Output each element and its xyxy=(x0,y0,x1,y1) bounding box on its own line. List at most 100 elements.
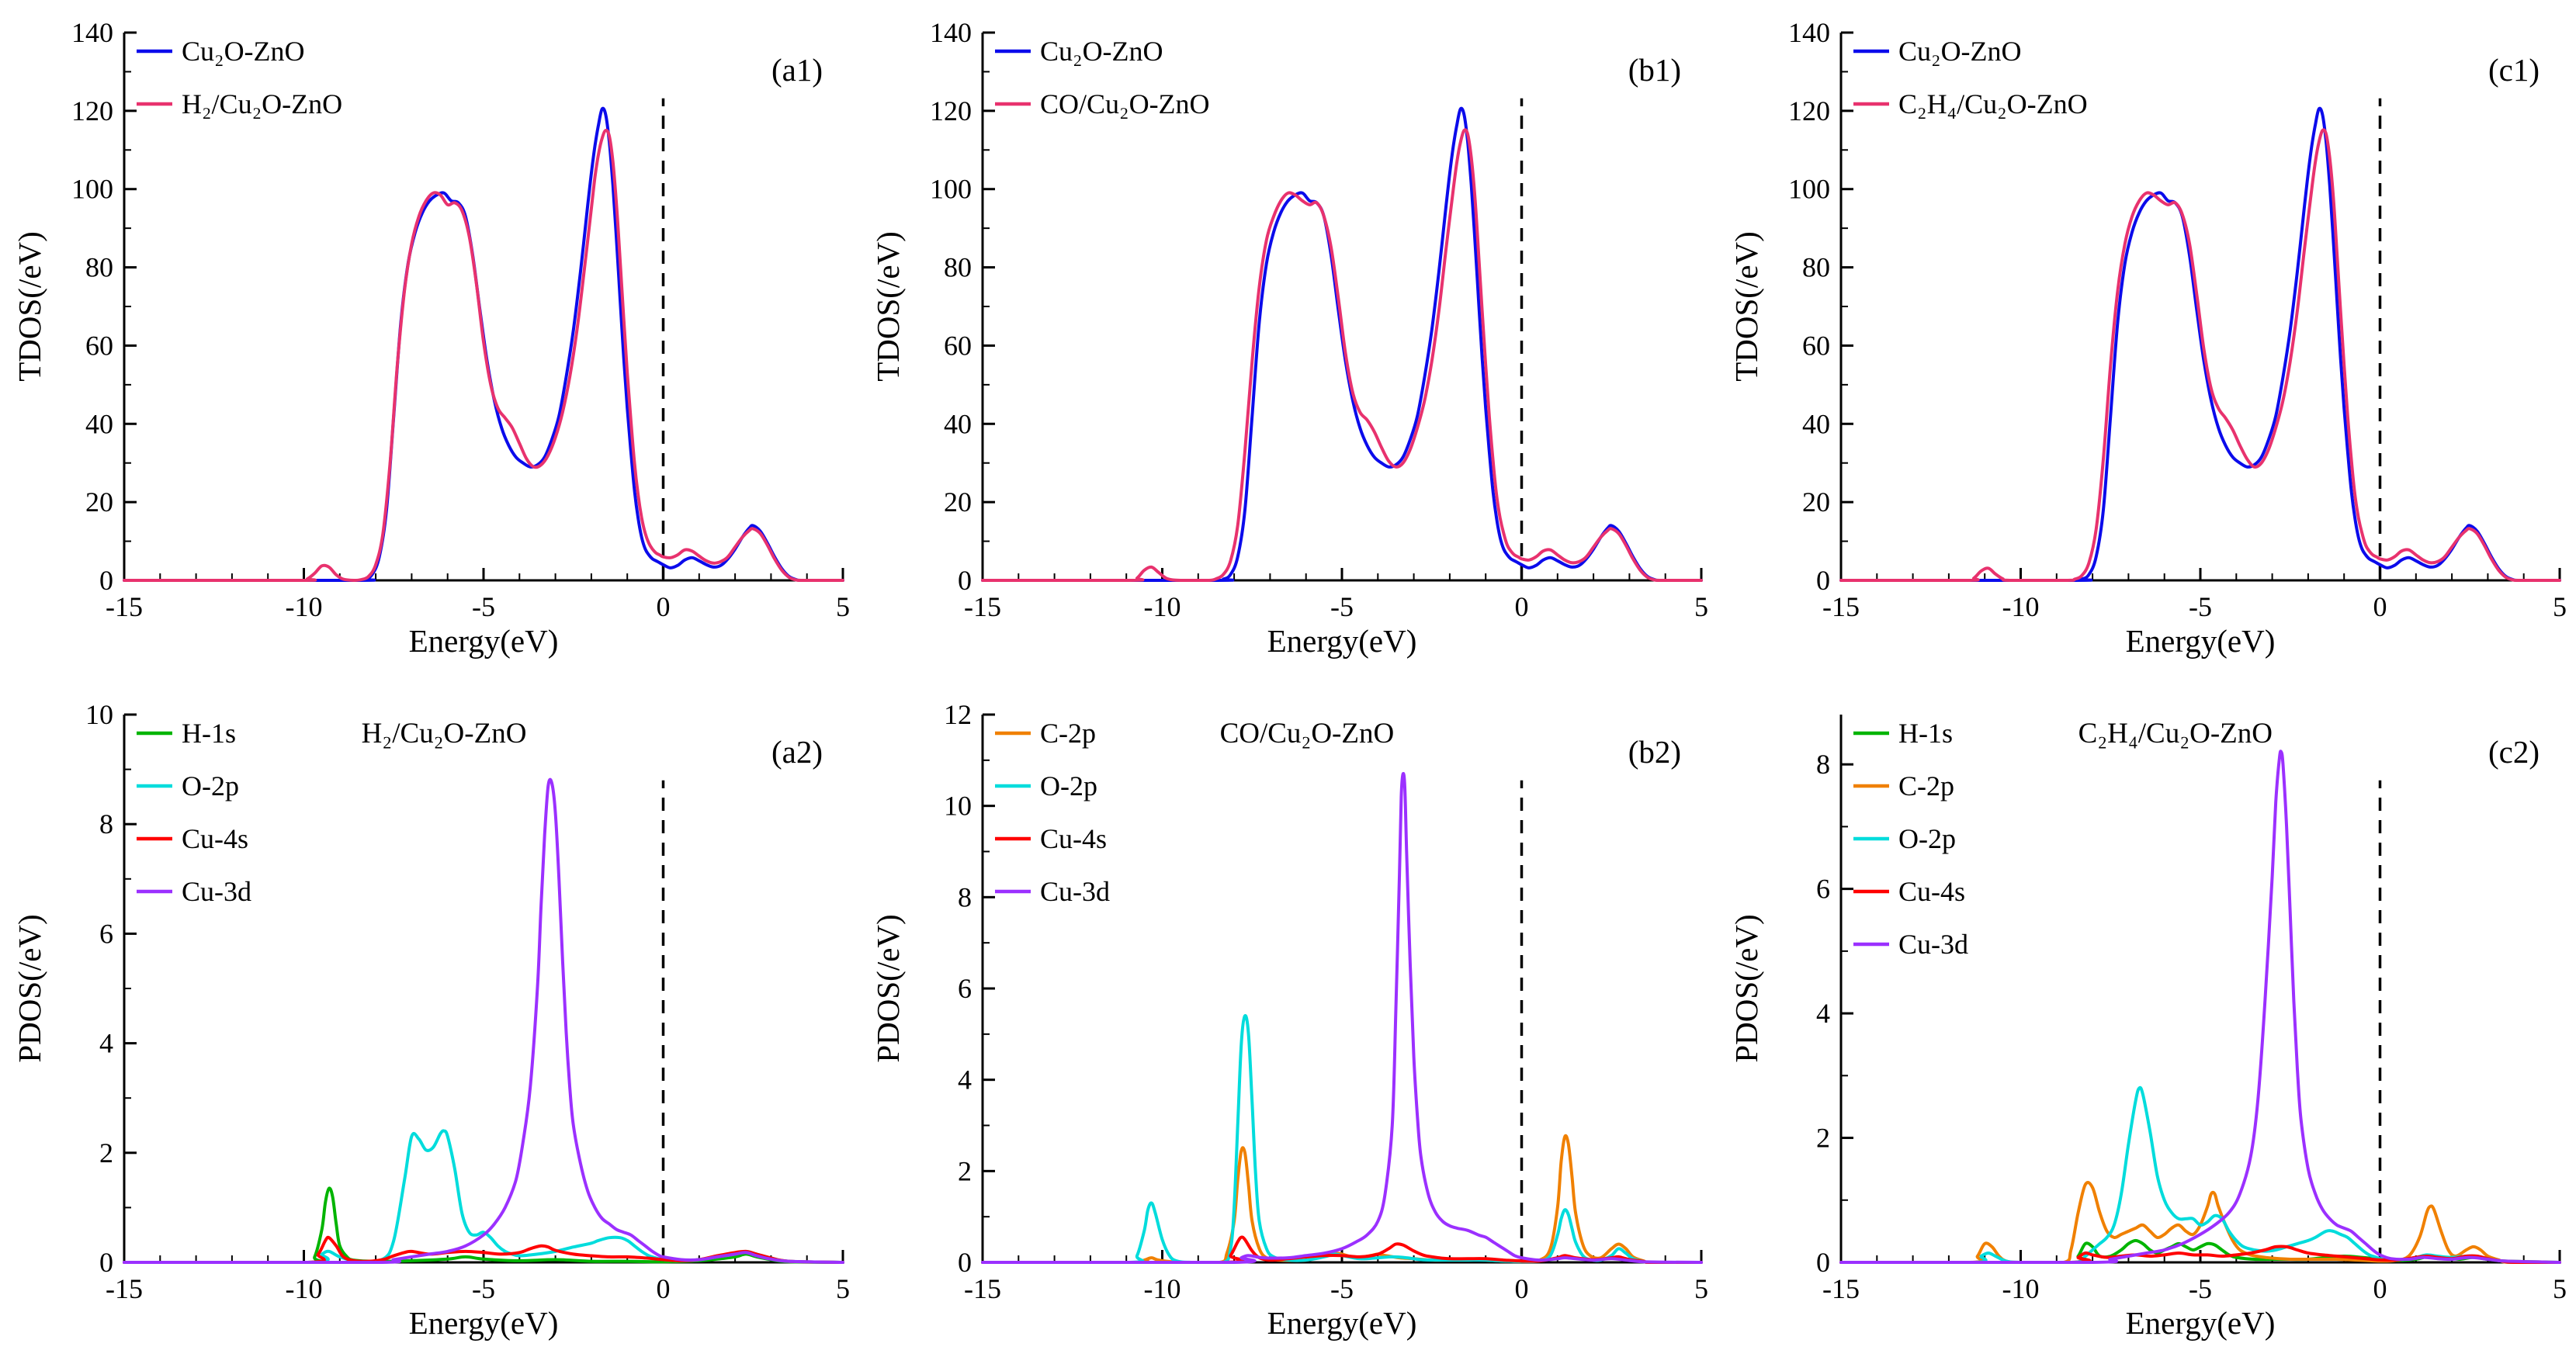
panel-c1: -15 -10 -5 0 5 0 20 40 60 80 100 120 140 Energy(eV) TD… xyxy=(1717,0,2575,682)
legend-label: O-2p xyxy=(1040,770,1097,801)
y-tick-label: 0 xyxy=(99,1247,113,1278)
y-tick-label: 100 xyxy=(71,174,113,205)
x-tick-label: -10 xyxy=(1144,1273,1181,1304)
legend-label: C₂H₄/Cu₂O-ZnO xyxy=(1898,88,2088,119)
y-tick-label: 4 xyxy=(99,1028,113,1059)
y-tick-label: 100 xyxy=(930,174,972,205)
x-axis-label: Energy(eV) xyxy=(2126,1305,2276,1341)
y-tick-label: 80 xyxy=(944,252,972,283)
x-tick-label: -15 xyxy=(1822,591,1860,622)
y-tick-label: 2 xyxy=(99,1137,113,1168)
panel-b1: -15 -10 -5 0 5 0 20 40 60 80 100 120 140 Energy(eV) TD… xyxy=(858,0,1717,682)
legend-label: Cu₂O-ZnO xyxy=(1040,36,1163,67)
x-tick-label: 5 xyxy=(2553,1273,2567,1304)
y-tick-label: 2 xyxy=(1816,1123,1830,1154)
x-tick-label: -10 xyxy=(286,1273,323,1304)
x-tick-label: 5 xyxy=(836,1273,850,1304)
legend-label: Cu₂O-ZnO xyxy=(182,36,305,67)
x-tick-label: -10 xyxy=(2002,1273,2040,1304)
y-axis-label: PDOS(/eV) xyxy=(870,914,906,1062)
chart-b1: -15 -10 -5 0 5 0 20 40 60 80 100 120 140 Energy(eV) TD… xyxy=(870,17,1708,659)
x-tick-label: 0 xyxy=(657,1273,671,1304)
chart-a2: -15 -10 -5 0 5 0 2 4 6 8 10 Energy(eV) PDOS(/eV) H-1s… xyxy=(12,699,850,1341)
y-tick-label: 140 xyxy=(71,17,113,48)
y-tick-label: 8 xyxy=(99,808,113,840)
panel-label: (a1) xyxy=(771,52,823,88)
legend-label: Cu-4s xyxy=(1040,823,1107,854)
chart-c1: -15 -10 -5 0 5 0 20 40 60 80 100 120 140 Energy(eV) TD… xyxy=(1728,17,2567,659)
x-axis-label: Energy(eV) xyxy=(2126,623,2276,659)
series-line-c-2p xyxy=(1839,1181,2561,1265)
legend-label: H-1s xyxy=(1898,718,1953,749)
y-axis-label: TDOS(/eV) xyxy=(1728,231,1764,382)
y-tick-label: 40 xyxy=(944,408,972,439)
panel-a1: -15 -10 -5 0 5 0 20 40 60 80 100 120 140 Energy(eV) TD… xyxy=(0,0,858,682)
x-tick-label: -10 xyxy=(2002,591,2040,622)
y-tick-label: 6 xyxy=(958,973,972,1004)
y-tick-label: 40 xyxy=(85,408,113,439)
y-tick-label: 120 xyxy=(71,95,113,126)
y-tick-label: 12 xyxy=(944,699,972,730)
x-tick-label: 5 xyxy=(2553,591,2567,622)
y-tick-label: 60 xyxy=(1802,330,1830,361)
y-tick-label: 10 xyxy=(944,791,972,822)
y-tick-label: 120 xyxy=(930,95,972,126)
y-tick-label: 80 xyxy=(85,252,113,283)
y-tick-label: 2 xyxy=(958,1155,972,1186)
y-tick-label: 8 xyxy=(958,881,972,912)
series-line-c-2p xyxy=(981,1134,1703,1264)
y-tick-label: 20 xyxy=(85,486,113,518)
y-tick-label: 6 xyxy=(99,918,113,949)
series-line-cu-o-zno xyxy=(123,106,844,583)
legend-label: CO/Cu₂O-ZnO xyxy=(1040,88,1210,119)
legend-label: C-2p xyxy=(1898,770,1954,801)
x-tick-label: -5 xyxy=(472,591,495,622)
y-tick-label: 0 xyxy=(99,565,113,596)
x-tick-label: 0 xyxy=(2373,1273,2387,1304)
panel-title: C₂H₄/Cu₂O-ZnO xyxy=(2078,718,2273,750)
panel-label: (a2) xyxy=(771,734,823,770)
y-tick-label: 0 xyxy=(1816,565,1830,596)
x-tick-label: 5 xyxy=(1694,1273,1708,1304)
y-tick-label: 0 xyxy=(958,565,972,596)
x-axis-label: Energy(eV) xyxy=(409,1305,559,1341)
x-tick-label: -15 xyxy=(964,1273,1001,1304)
x-tick-label: -15 xyxy=(964,591,1001,622)
legend-label: O-2p xyxy=(182,770,239,801)
x-axis-label: Energy(eV) xyxy=(1267,623,1417,659)
panel-title: CO/Cu₂O-ZnO xyxy=(1220,718,1395,750)
panel-a2: -15 -10 -5 0 5 0 2 4 6 8 10 Energy(eV) PDOS(/eV) H-1s… xyxy=(0,682,858,1364)
series-line-cu-o-zno xyxy=(981,106,1703,583)
series-line-cu-3d xyxy=(123,777,844,1264)
y-tick-label: 20 xyxy=(1802,486,1830,518)
x-tick-label: -5 xyxy=(1330,1273,1354,1304)
x-tick-label: -15 xyxy=(106,591,143,622)
y-tick-label: 0 xyxy=(958,1247,972,1278)
chart-a1: -15 -10 -5 0 5 0 20 40 60 80 100 120 140 Energy(eV) TD… xyxy=(12,17,850,659)
panel-label: (b2) xyxy=(1628,734,1681,770)
y-tick-label: 20 xyxy=(944,486,972,518)
y-tick-label: 40 xyxy=(1802,408,1830,439)
legend-label: Cu-3d xyxy=(1040,876,1110,907)
x-tick-label: -15 xyxy=(1822,1273,1860,1304)
chart-b2: -15 -10 -5 0 5 0 2 4 6 8 10 12 Energy(eV) PDOS(/eV) C-… xyxy=(870,699,1708,1341)
series-line-cu-3d xyxy=(1839,750,2561,1264)
x-tick-label: -5 xyxy=(1330,591,1354,622)
y-axis-label: PDOS(/eV) xyxy=(12,914,47,1062)
x-tick-label: -10 xyxy=(1144,591,1181,622)
y-axis-label: TDOS(/eV) xyxy=(870,231,906,382)
legend-label: Cu-3d xyxy=(1898,929,1968,960)
x-tick-label: -5 xyxy=(472,1273,495,1304)
series-line-cu-3d xyxy=(981,772,1703,1264)
y-tick-label: 120 xyxy=(1788,95,1830,126)
x-tick-label: -10 xyxy=(286,591,323,622)
series-line-o-2p xyxy=(123,1129,844,1264)
x-tick-label: 0 xyxy=(2373,591,2387,622)
legend-label: C-2p xyxy=(1040,718,1096,749)
legend-label: Cu₂O-ZnO xyxy=(1898,36,2022,67)
y-tick-label: 80 xyxy=(1802,252,1830,283)
x-tick-label: 0 xyxy=(657,591,671,622)
series-line-co-cu-o-zno xyxy=(981,128,1703,583)
panel-label: (c1) xyxy=(2488,52,2540,88)
